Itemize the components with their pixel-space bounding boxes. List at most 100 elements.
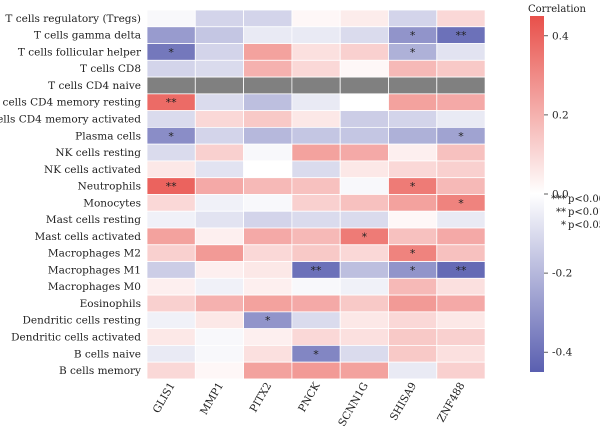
heatmap-cell bbox=[388, 9, 438, 28]
heatmap-cell bbox=[146, 361, 196, 380]
heatmap-cell bbox=[339, 43, 389, 61]
heatmap-cell bbox=[146, 210, 196, 229]
row-label: Monocytes bbox=[83, 197, 141, 209]
heatmap-cell bbox=[194, 277, 245, 296]
heatmap-cell bbox=[388, 59, 438, 78]
row-label: T cells CD4 naive bbox=[48, 80, 141, 92]
heatmap-cell bbox=[339, 261, 389, 279]
colorbar-title: Correlation bbox=[528, 4, 587, 15]
heatmap-cell bbox=[243, 177, 293, 195]
heatmap-cell bbox=[436, 143, 486, 162]
heatmap-cell bbox=[194, 110, 245, 128]
heatmap-cell bbox=[146, 311, 196, 330]
heatmap-cell bbox=[339, 59, 389, 78]
colorbar-tick-label: 0.0 bbox=[552, 189, 569, 201]
row-label: Dendritic cells resting bbox=[22, 315, 141, 327]
heatmap-cell bbox=[388, 93, 438, 112]
significance-mark: ** bbox=[311, 264, 323, 277]
row-label: NK cells resting bbox=[55, 147, 141, 159]
heatmap-cell bbox=[243, 160, 293, 179]
significance-mark: * bbox=[168, 46, 174, 59]
heatmap-cell bbox=[291, 311, 341, 330]
significance-mark: ** bbox=[455, 29, 467, 42]
significance-legend-stars: * bbox=[561, 220, 566, 231]
row-label: NK cells activated bbox=[44, 164, 141, 176]
colorbar-tick-label: -0.4 bbox=[552, 347, 573, 359]
significance-mark: * bbox=[168, 130, 174, 143]
heatmap-cell bbox=[291, 194, 341, 212]
heatmap-cell bbox=[291, 277, 341, 296]
heatmap-cell bbox=[243, 227, 293, 246]
column-label: SCNN1G bbox=[336, 380, 371, 428]
significance-mark: * bbox=[458, 130, 464, 143]
heatmap-cell bbox=[339, 160, 389, 179]
significance-mark: * bbox=[410, 180, 416, 193]
heatmap-cell bbox=[291, 361, 341, 380]
heatmap-cell bbox=[436, 244, 486, 262]
significance-legend-label: p<0.01 bbox=[568, 207, 600, 218]
heatmap-cell bbox=[194, 344, 245, 363]
row-label: Plasma cells bbox=[75, 130, 141, 142]
heatmap-cell bbox=[146, 59, 196, 78]
heatmap-cell bbox=[243, 143, 293, 162]
row-label: T cells regulatory (Tregs) bbox=[5, 13, 141, 25]
heatmap-cell bbox=[339, 26, 389, 44]
row-label: T cells CD4 memory resting bbox=[0, 97, 141, 109]
heatmap-cell bbox=[388, 277, 438, 296]
heatmap-cell bbox=[291, 9, 341, 28]
heatmap-cell bbox=[436, 328, 486, 346]
heatmap-cell bbox=[146, 244, 196, 262]
significance-legend-label: p<0.001 bbox=[568, 194, 600, 205]
heatmap-cell bbox=[339, 344, 389, 363]
heatmap-cell bbox=[339, 294, 389, 313]
heatmap-cell bbox=[339, 110, 389, 128]
heatmap-cell bbox=[194, 160, 245, 179]
heatmap-cell bbox=[388, 126, 438, 145]
heatmap-cell bbox=[339, 76, 389, 95]
heatmap-cell bbox=[291, 59, 341, 78]
heatmap-cell bbox=[243, 277, 293, 296]
heatmap-cell bbox=[146, 160, 196, 179]
heatmap-cell bbox=[339, 277, 389, 296]
heatmap-cell bbox=[436, 227, 486, 246]
heatmap-cell bbox=[436, 9, 486, 28]
heatmap-cell bbox=[436, 177, 486, 195]
heatmap-cell bbox=[194, 194, 245, 212]
heatmap-cell bbox=[388, 311, 438, 330]
heatmap-cell bbox=[194, 126, 245, 145]
heatmap-cell bbox=[146, 277, 196, 296]
heatmap-cell bbox=[194, 143, 245, 162]
heatmap-cell bbox=[194, 294, 245, 313]
significance-mark: * bbox=[362, 230, 368, 243]
heatmap-cell bbox=[339, 126, 389, 145]
colorbar-tick-label: -0.2 bbox=[552, 268, 572, 280]
significance-mark: * bbox=[410, 46, 416, 59]
heatmap-cell bbox=[194, 26, 245, 44]
row-label: Macrophages M2 bbox=[48, 248, 141, 260]
colorbar: Correlation 0.4 0.2 0.0 -0.2 -0.4 bbox=[528, 4, 587, 372]
heatmap-cell bbox=[291, 160, 341, 179]
heatmap-cell bbox=[291, 126, 341, 145]
heatmap-cell bbox=[388, 194, 438, 212]
heatmap-cell bbox=[291, 110, 341, 128]
colorbar-ticks: 0.4 0.2 0.0 -0.2 -0.4 bbox=[544, 30, 573, 359]
heatmap-cell bbox=[243, 126, 293, 145]
heatmap-cell bbox=[339, 361, 389, 380]
heatmap-cell bbox=[436, 160, 486, 179]
heatmap-cell bbox=[146, 26, 196, 44]
heatmap-cell bbox=[339, 244, 389, 262]
heatmap-cell bbox=[146, 328, 196, 346]
significance-mark: ** bbox=[166, 180, 178, 193]
heatmap-cell bbox=[194, 261, 245, 279]
heatmap-cell bbox=[291, 76, 341, 95]
heatmap-cell bbox=[194, 177, 245, 195]
heatmap-cell bbox=[291, 210, 341, 229]
column-label: GLIS1 bbox=[151, 380, 178, 415]
heatmap-cell bbox=[243, 210, 293, 229]
heatmap-cell bbox=[436, 76, 486, 95]
row-label: Mast cells activated bbox=[34, 231, 141, 243]
heatmap-cell bbox=[146, 9, 196, 28]
column-label: ZNF488 bbox=[435, 380, 467, 424]
heatmap-cell bbox=[388, 76, 438, 95]
